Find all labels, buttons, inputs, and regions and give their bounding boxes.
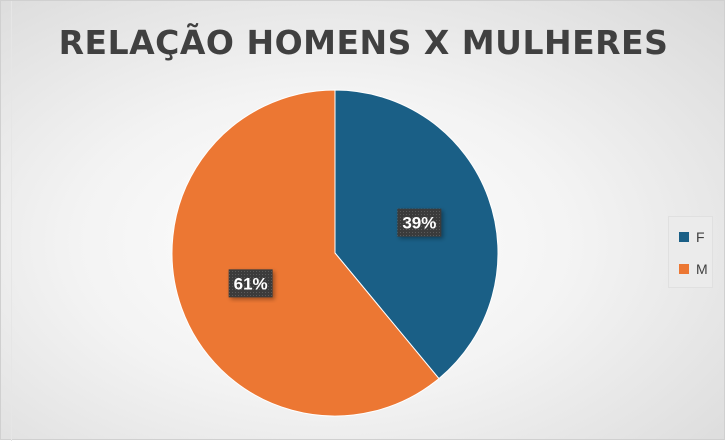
data-label-box xyxy=(228,269,273,298)
data-label-box xyxy=(397,208,442,237)
legend-label-f: F xyxy=(696,229,705,245)
legend-item-m: M xyxy=(679,261,708,277)
legend: F M xyxy=(668,216,713,288)
chart-title: RELAÇÃO HOMENS X MULHERES xyxy=(58,23,669,62)
legend-swatch-f xyxy=(679,232,689,242)
gridline xyxy=(1,1,12,441)
legend-item-f: F xyxy=(679,229,705,245)
data-label-text: 39% xyxy=(402,214,436,233)
pie-slice-m xyxy=(171,89,440,417)
data-label-m: 61% xyxy=(228,269,273,298)
legend-label-m: M xyxy=(696,261,708,277)
data-label-text: 61% xyxy=(234,274,268,293)
legend-swatch-m xyxy=(679,264,689,274)
data-label-f: 39% xyxy=(397,208,442,237)
